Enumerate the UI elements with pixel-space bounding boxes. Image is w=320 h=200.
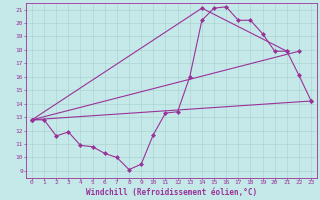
X-axis label: Windchill (Refroidissement éolien,°C): Windchill (Refroidissement éolien,°C) (86, 188, 257, 197)
